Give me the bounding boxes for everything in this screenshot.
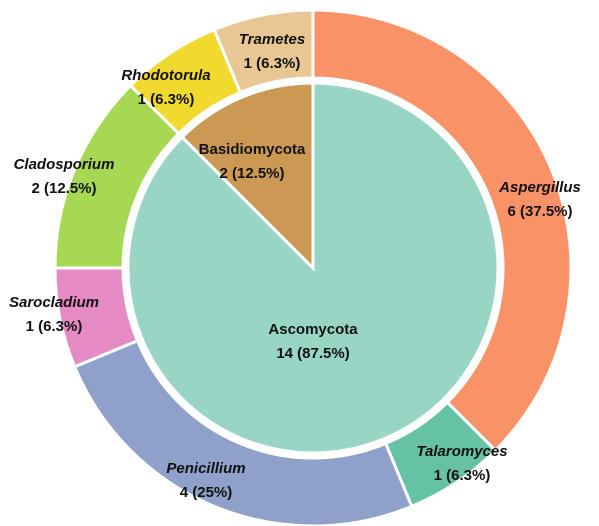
value-label: 1 (6.3%) <box>138 91 195 108</box>
value-label: 1 (6.3%) <box>26 318 83 335</box>
pie-slice <box>180 81 315 272</box>
slice-name: Trametes <box>239 31 305 48</box>
value-label: 4 (25%) <box>180 484 233 501</box>
pie-slice <box>126 81 500 455</box>
slice-name: Cladosporium <box>14 156 115 173</box>
slice-name: Talaromyces <box>416 443 507 460</box>
value-label: 14 (87.5%) <box>276 345 349 362</box>
value-label: 6 (37.5%) <box>507 203 572 220</box>
value-label: 1 (6.3%) <box>244 55 301 72</box>
value-label: 1 (6.3%) <box>434 467 491 484</box>
pie-slice <box>311 8 573 453</box>
value-label: 2 (12.5%) <box>219 165 284 182</box>
slice-name: Ascomycota <box>268 321 358 338</box>
pie-slice <box>72 338 414 526</box>
slice-name: Rhodotorula <box>121 67 210 84</box>
slice-name: Aspergillus <box>498 179 581 196</box>
slice-name: Sarocladium <box>9 294 99 311</box>
value-label: 2 (12.5%) <box>31 180 96 197</box>
slice-name: Basidiomycota <box>199 141 306 158</box>
slice-name: Penicillium <box>166 460 245 477</box>
pie-slice <box>212 8 315 95</box>
